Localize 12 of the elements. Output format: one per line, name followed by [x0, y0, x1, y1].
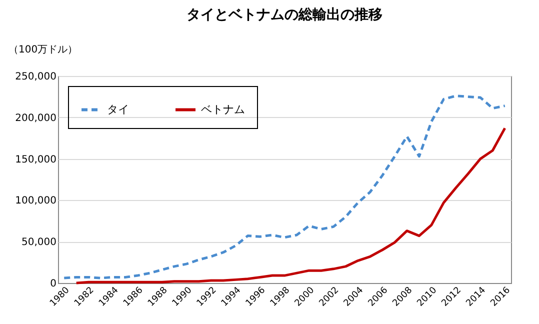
y-axis-title: （100万ドル）: [8, 44, 78, 56]
legend-label: ベトナム: [201, 102, 245, 116]
y-tick-label: 250,000: [15, 72, 56, 82]
chart-title: タイとベトナムの総輸出の推移: [186, 7, 382, 23]
y-tick-label: 150,000: [15, 154, 56, 166]
y-tick-label: 200,000: [15, 112, 56, 124]
y-tick-label: 50,000: [22, 237, 56, 248]
y-tick-label: 100,000: [15, 196, 56, 207]
legend-label: タイ: [107, 102, 129, 116]
y-tick-label: 0: [50, 278, 56, 290]
line-series: [62, 94, 506, 280]
line-series: [75, 126, 506, 284]
